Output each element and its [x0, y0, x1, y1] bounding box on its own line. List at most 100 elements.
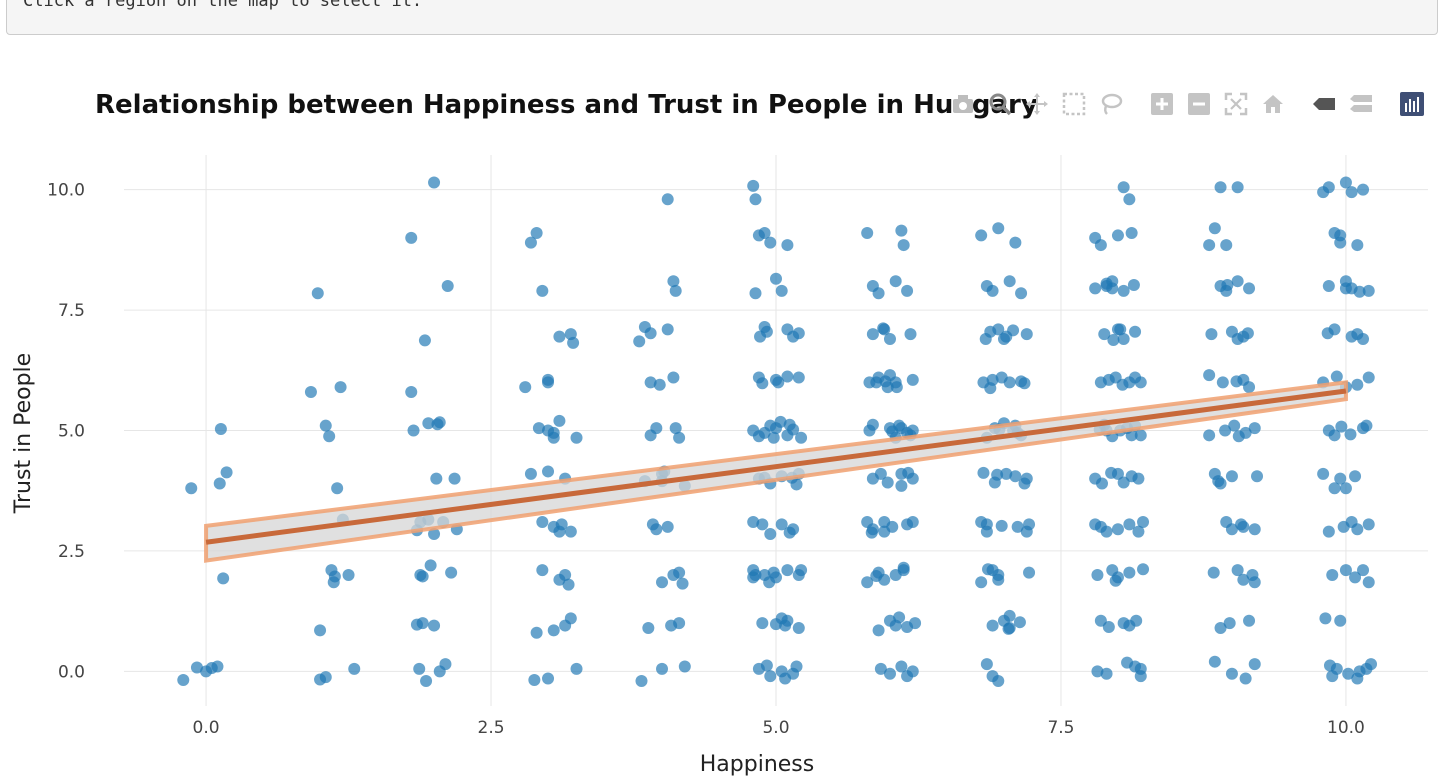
scatter-point: [1134, 662, 1147, 675]
scatter-point: [1239, 672, 1252, 685]
scatter-point: [211, 660, 224, 673]
scatter-point: [787, 423, 800, 436]
scatter-point: [1125, 429, 1138, 442]
scatter-point: [979, 332, 992, 345]
compare-hover-icon[interactable]: [1348, 91, 1374, 117]
scatter-point: [1203, 239, 1216, 252]
scatter-point: [1134, 429, 1147, 442]
scatter-point: [177, 673, 190, 686]
scatter-point: [881, 476, 894, 489]
scatter-point: [872, 287, 885, 300]
scatter-point: [1362, 284, 1375, 297]
zoom-in-icon[interactable]: [1149, 91, 1175, 117]
scatter-point: [433, 665, 446, 678]
scatter-point: [200, 665, 213, 678]
scatter-point: [1091, 568, 1104, 581]
scatter-point: [906, 373, 919, 386]
scatter-point: [1013, 616, 1026, 629]
box-select-icon[interactable]: [1061, 91, 1087, 117]
scatter-point: [1339, 282, 1352, 295]
scatter-point: [553, 414, 566, 427]
x-tick-label: 5.0: [762, 718, 789, 738]
scatter-point: [653, 378, 666, 391]
scatter-point: [1351, 523, 1364, 536]
scatter-point: [542, 465, 555, 478]
scatter-point: [1228, 419, 1241, 432]
scatter-point: [1330, 370, 1343, 383]
camera-icon[interactable]: [950, 91, 976, 117]
scatter-point: [1248, 658, 1261, 671]
scatter-point: [431, 418, 444, 431]
spike-lines-icon[interactable]: [1311, 91, 1337, 117]
scatter-point: [532, 422, 545, 435]
scatter-point: [424, 559, 437, 572]
scatter-point: [1237, 520, 1250, 533]
scatter-point: [1353, 285, 1366, 298]
regression-fit: [204, 380, 1348, 563]
scatter-point: [1349, 470, 1362, 483]
plotly-logo-icon[interactable]: [1399, 91, 1425, 117]
scatter-point: [1345, 330, 1358, 343]
autoscale-icon[interactable]: [1223, 91, 1249, 117]
scatter-point: [1009, 470, 1022, 483]
scatter-point: [669, 422, 682, 435]
scatter-point: [448, 472, 461, 485]
scatter-point: [1322, 280, 1335, 293]
scatter-point: [661, 520, 674, 533]
scatter-point: [410, 618, 423, 631]
scatter-point: [886, 425, 899, 438]
scatter-point: [656, 662, 669, 675]
scatter-point: [1231, 181, 1244, 194]
scatter-point: [1362, 518, 1375, 531]
scatter-point: [1111, 229, 1124, 242]
scatter-point: [1114, 323, 1127, 336]
scatter-point: [530, 227, 543, 240]
scatter-point: [895, 224, 908, 237]
scatter-point: [570, 662, 583, 675]
scatter-point: [665, 619, 678, 632]
x-axis-label: Happiness: [700, 752, 814, 777]
scatter-point: [1091, 665, 1104, 678]
scatter-point: [1020, 328, 1033, 341]
scatter-point: [977, 466, 990, 479]
y-tick-label: 10.0: [47, 181, 85, 201]
scatter-point: [1123, 518, 1136, 531]
scatter-point: [416, 570, 429, 583]
scatter-point: [982, 563, 995, 576]
scatter-point: [1219, 424, 1232, 437]
scatter-point: [906, 665, 919, 678]
zoom-out-icon[interactable]: [1186, 91, 1212, 117]
scatter-point: [1023, 518, 1036, 531]
reset-axes-icon[interactable]: [1260, 91, 1286, 117]
scatter-point: [342, 568, 355, 581]
fit-line: [205, 388, 1347, 545]
hint-box: Click a region on the map to select it.: [6, 0, 1438, 35]
scatter-point: [1000, 330, 1013, 343]
scatter-point: [1328, 482, 1341, 495]
x-tick-label: 7.5: [1047, 718, 1074, 738]
scatter-point: [1241, 327, 1254, 340]
lasso-select-icon[interactable]: [1098, 91, 1124, 117]
scatter-point: [764, 670, 777, 683]
pan-icon[interactable]: [1024, 91, 1050, 117]
zoom-icon[interactable]: [987, 91, 1013, 117]
scatter-point: [904, 328, 917, 341]
scatter-point: [1357, 422, 1370, 435]
scatter-point: [1132, 472, 1145, 485]
scatter-point: [872, 624, 885, 637]
scatter-point: [754, 330, 767, 343]
scatter-point: [1134, 376, 1147, 389]
scatter-point: [764, 419, 777, 432]
y-axis-label: Trust in People: [11, 353, 36, 514]
scatter-point: [547, 624, 560, 637]
scatter-point: [1243, 614, 1256, 627]
scatter-point: [1089, 282, 1102, 295]
scatter-point: [1089, 518, 1102, 531]
scatter-point: [1207, 566, 1220, 579]
scatter-point: [678, 660, 691, 673]
scatter-point: [530, 626, 543, 639]
scatter-point: [1094, 376, 1107, 389]
scatter-point: [889, 275, 902, 288]
scatter-point: [865, 526, 878, 539]
scatter-point: [217, 572, 230, 585]
